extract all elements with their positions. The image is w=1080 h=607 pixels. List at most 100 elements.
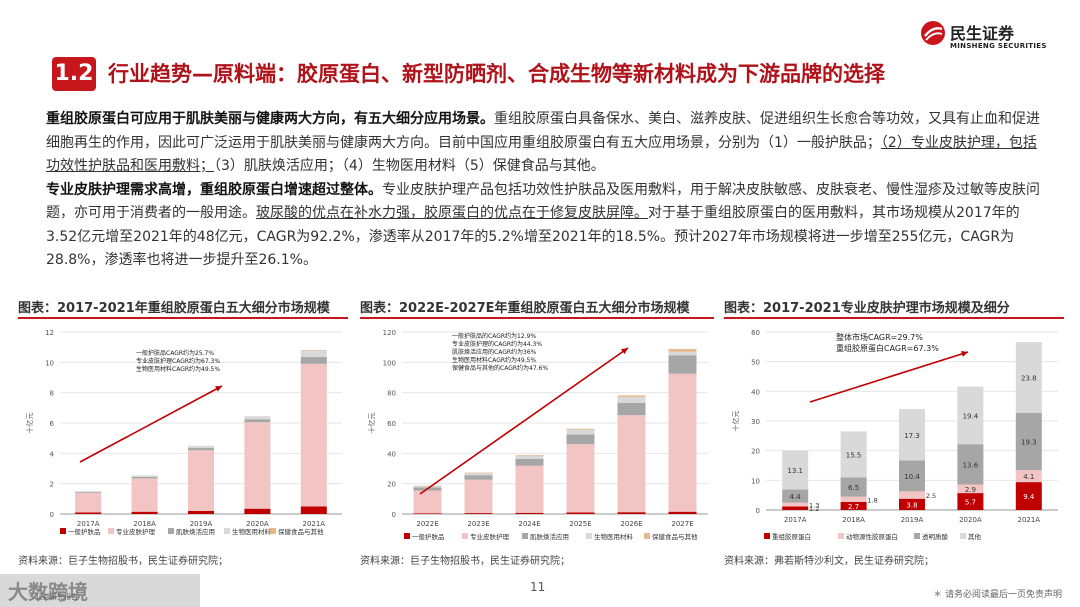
bar-segment xyxy=(244,508,271,514)
x-tick-label: 2027E xyxy=(671,520,693,528)
bar-segment xyxy=(413,513,442,514)
legend-swatch xyxy=(644,533,650,539)
x-tick-label: 2018A xyxy=(133,520,156,528)
y-tick-label: 40 xyxy=(751,388,760,396)
bar-segment xyxy=(515,458,544,466)
cagr-annotation: 一般护肤品的CAGR约为12.9% xyxy=(452,332,536,340)
y-tick-label: 2 xyxy=(50,481,54,489)
figure-1-rule xyxy=(18,317,348,319)
data-label: 1.2 xyxy=(809,505,819,513)
bar-segment xyxy=(244,422,271,509)
y-tick-label: 8 xyxy=(50,390,54,398)
cagr-annotation: 专业皮肤护理CAGR约为67.3% xyxy=(136,357,220,365)
bar-segment xyxy=(957,484,984,494)
paragraph-1-text-a: 重组胶原蛋白具备保水、美白、滋养皮肤、促进组织生长愈合等功效，又具有止血和促进细… xyxy=(46,111,1040,151)
data-label: 19.3 xyxy=(1021,438,1037,446)
body-text: 重组胶原蛋白可应用于肌肤美丽与健康两大方向，有五大细分应用场景。重组胶原蛋白具备… xyxy=(46,108,1046,273)
data-label: 2.9 xyxy=(965,486,976,494)
bar-segment xyxy=(131,478,158,512)
y-tick-label: 80 xyxy=(387,390,396,398)
legend-label: 重组胶原蛋白 xyxy=(772,532,811,541)
paragraph-2-underlined: 玻尿酸的优点在补水力强，胶原蛋白的优点在于修复皮肤屏障。 xyxy=(256,205,648,221)
legend-label: 一般护肤品 xyxy=(68,527,101,536)
legend-swatch xyxy=(764,533,770,539)
paragraph-2: 专业皮肤护理需求高增，重组胶原蛋白增速超过整体。专业皮肤护理产品包括功效性护肤品… xyxy=(46,179,1046,273)
cagr-annotation: 生物医用材料CAGR约为49.5% xyxy=(136,365,220,373)
bar-segment xyxy=(464,475,493,480)
legend-label: 保健食品与其他 xyxy=(278,527,324,536)
bar-segment xyxy=(617,395,646,397)
bar-segment xyxy=(300,357,327,364)
x-tick-label: 2021A xyxy=(302,520,325,528)
data-label: 4.4 xyxy=(790,493,802,501)
data-label: 13.1 xyxy=(787,467,803,475)
bar-segment xyxy=(840,431,867,478)
x-tick-label: 2020A xyxy=(959,516,982,524)
page-title: 行业趋势—原料端：胶原蛋白、新型防晒剂、合成生物等新材料成为下游品牌的选择 xyxy=(108,62,885,86)
bar-segment xyxy=(188,510,214,514)
bar-segment xyxy=(464,472,493,474)
bar-segment xyxy=(782,489,809,503)
bar-segment xyxy=(899,498,925,510)
bar-segment xyxy=(300,363,327,507)
bar-segment xyxy=(464,472,493,476)
legend-swatch xyxy=(270,528,276,534)
legend-swatch xyxy=(960,533,966,539)
bar-segment xyxy=(1015,412,1042,470)
bar-segment xyxy=(840,496,867,502)
bar-segment xyxy=(188,448,214,451)
trend-arrow-head xyxy=(621,348,628,355)
chart-3: 0 10 20 30 40 50 60 十亿元 1.2 1.3 4.4 13.1 2017A 2.7 1.8… xyxy=(724,322,1064,548)
bar-segment xyxy=(840,477,867,497)
y-tick-label: 60 xyxy=(751,329,760,337)
figure-3-title: 图表：2017-2021专业皮肤护理市场规模及细分 xyxy=(724,301,1010,316)
x-tick-label: 2019A xyxy=(901,516,924,524)
paragraph-2-lead: 专业皮肤护理需求高增，重组胶原蛋白增速超过整体。 xyxy=(46,181,382,198)
paragraph-1-underlined: （2）专业皮肤护理，包括功效性护肤品和医用敷料； xyxy=(46,134,1037,175)
y-tick-label: 6 xyxy=(50,420,55,428)
footer-watermark-bg xyxy=(0,574,200,607)
bar-segment xyxy=(464,513,493,514)
disclaimer: ＊ 请务必阅读最后一页免责声明 xyxy=(933,590,1062,600)
chart-2-svg: 0 20 40 60 80 100 120 十亿元 2022E 2023E 2024E 2025E 20… xyxy=(367,329,708,541)
bar-segment xyxy=(300,506,327,514)
y-axis-label: 十亿元 xyxy=(25,413,34,434)
bar-segment xyxy=(899,409,925,461)
figure-3-source: 资料来源：弗若斯特沙利文，民生证券研究院； xyxy=(724,556,934,567)
legend-label: 保健食品与其他 xyxy=(652,532,698,541)
brand-name-cn: 民生证券 xyxy=(950,24,1015,43)
bar-segment xyxy=(668,373,697,512)
cagr-annotation: 整体市场CAGR=29.7% xyxy=(836,332,923,342)
y-tick-label: 60 xyxy=(387,420,396,428)
bar-segment xyxy=(188,445,214,449)
bar-segment xyxy=(1015,469,1042,483)
bar-segment xyxy=(566,428,595,430)
cagr-annotation: 重组胶原蛋白CAGR=67.3% xyxy=(836,343,939,353)
bar-segment xyxy=(617,402,646,416)
bar-segment xyxy=(668,351,697,356)
legend-label: 动物源性胶原蛋白 xyxy=(846,532,898,541)
bar-segment xyxy=(668,511,697,514)
bar-segment xyxy=(413,490,442,514)
bar-segment xyxy=(782,502,809,507)
bar-segment xyxy=(782,506,809,510)
bar-segment xyxy=(464,479,493,514)
x-tick-label: 2023E xyxy=(467,520,489,528)
data-label: 2.5 xyxy=(926,492,936,500)
x-tick-label: 2021A xyxy=(1017,516,1040,524)
bar-segment xyxy=(244,419,271,423)
y-tick-label: 20 xyxy=(751,448,760,456)
bar-segment xyxy=(515,512,544,514)
bar-segment xyxy=(300,349,327,351)
data-label: 17.3 xyxy=(904,432,920,440)
brand-logo: 民生证券 MINSHENG SECURITIES xyxy=(920,18,1046,60)
minsheng-logo-icon xyxy=(921,21,945,45)
cagr-annotation: 肌肤焕活应用的CAGR约为36% xyxy=(452,348,537,356)
legend-swatch xyxy=(522,533,528,539)
brand-name-en: MINSHENG SECURITIES xyxy=(950,42,1047,50)
paragraph-1-text-b: （3）肌肤焕活应用；（4）生物医用材料（5）保健食品与其他。 xyxy=(214,158,605,174)
chart-1-svg: 0 2 4 6 8 10 12 十亿元 2017A 2018A 2019A 2020A 2021A 一般护… xyxy=(25,329,342,536)
bar-segment xyxy=(515,455,544,456)
y-tick-label: 0 xyxy=(50,511,54,519)
legend-label: 专业皮肤护理 xyxy=(116,527,156,536)
